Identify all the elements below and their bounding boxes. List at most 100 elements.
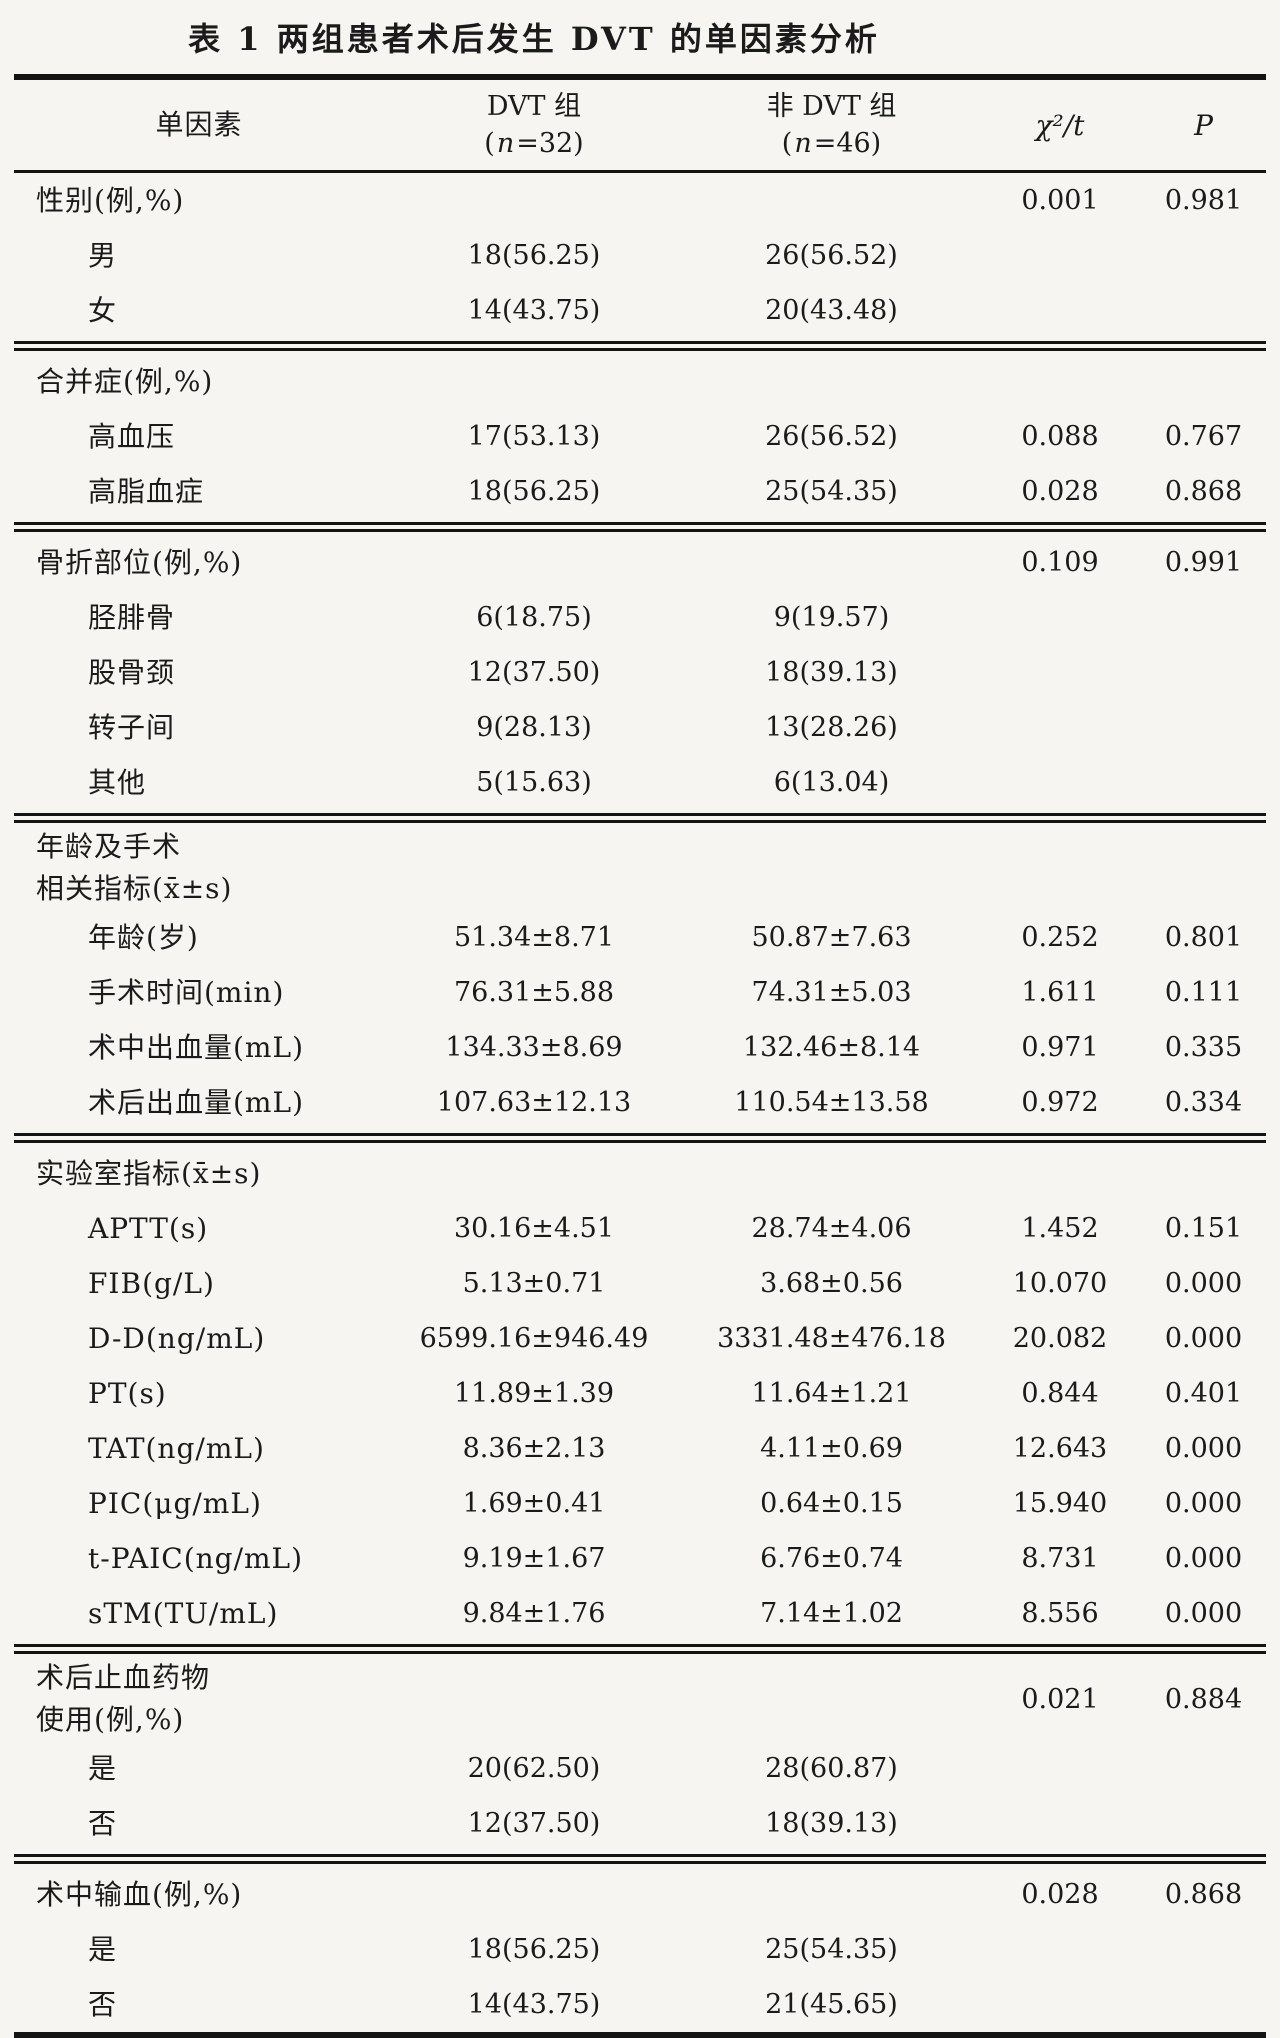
chi-square-value: 0.971 (1021, 1032, 1099, 1063)
non-dvt-group-value: 6(13.04) (773, 767, 890, 798)
table-row: D-D(ng/mL) 6599.16±946.49 3331.48±476.18 20… (14, 1311, 1266, 1366)
section-label: 术中输血(例,%) (14, 1874, 384, 1916)
paren-open: ( (484, 128, 495, 159)
section-header-row: 术中输血(例,%) 0.028 0.868 (14, 1867, 1266, 1922)
table-top-rule (14, 74, 1266, 80)
p-value: 0.767 (1164, 421, 1243, 452)
table-row: 手术时间(min) 76.31±5.88 74.31±5.03 1.611 0.111 (14, 965, 1266, 1020)
dvt-group-value: 5.13±0.71 (462, 1268, 606, 1299)
table-body: 性别(例,%) 0.001 0.981 男 18(56.25) 26(56.52) 女 14(… (14, 173, 1266, 2032)
table-row: 转子间 9(28.13) 13(28.26) (14, 700, 1266, 755)
dvt-group-value: 11.89±1.39 (453, 1378, 615, 1409)
section-divider-rule (14, 522, 1266, 532)
chi-square-value: 1.452 (1021, 1213, 1099, 1244)
header-separator-rule (14, 170, 1266, 173)
row-label: 是 (88, 1751, 118, 1785)
col-header-non-dvt-group-name: 非 DVT 组 (766, 91, 897, 122)
p-value: 0.991 (1164, 547, 1243, 578)
non-dvt-group-value: 132.46±8.14 (742, 1032, 921, 1063)
row-label: FIB(g/L) (88, 1266, 215, 1300)
non-dvt-group-value: 3331.48±476.18 (717, 1323, 946, 1354)
row-label: 女 (88, 293, 118, 327)
non-dvt-group-value: 4.11±0.69 (760, 1433, 903, 1464)
p-value: 0.000 (1164, 1488, 1243, 1519)
non-dvt-group-value: 50.87±7.63 (751, 922, 912, 953)
n-variable: n (496, 128, 515, 159)
chi-square-value: 12.643 (1012, 1433, 1108, 1464)
p-value: 0.801 (1164, 922, 1243, 953)
section-divider-rule (14, 813, 1266, 823)
col-header-dvt-group-name: DVT 组 (486, 91, 582, 122)
table-row: 是 20(62.50) 28(60.87) (14, 1741, 1266, 1796)
chi-square-value: 0.028 (1021, 1879, 1099, 1910)
table-row: 否 12(37.50) 18(39.13) (14, 1796, 1266, 1851)
row-label: t-PAIC(ng/mL) (88, 1541, 304, 1575)
non-dvt-group-value: 74.31±5.03 (751, 977, 912, 1008)
row-label: 是 (88, 1932, 118, 1966)
chi-square-value: 0.021 (1021, 1683, 1099, 1715)
dvt-group-value: 6(18.75) (476, 602, 592, 633)
row-label: 其他 (88, 765, 147, 799)
table-row: 女 14(43.75) 20(43.48) (14, 283, 1266, 338)
section-label-line: 骨折部位(例,%) (36, 545, 243, 579)
row-label: 手术时间(min) (88, 975, 285, 1009)
row-label: 术中出血量(mL) (88, 1030, 304, 1064)
section-label-line: 术后止血药物 (36, 1661, 211, 1694)
p-value: 0.334 (1164, 1087, 1243, 1118)
dvt-group-value: 9.19±1.67 (462, 1543, 606, 1574)
table-row: PT(s) 11.89±1.39 11.64±1.21 0.844 0.401 (14, 1366, 1266, 1421)
section-label: 术后止血药物 使用(例,%) (14, 1657, 384, 1741)
section-label: 骨折部位(例,%) (14, 542, 384, 584)
section-header-row: 合并症(例,%) (14, 354, 1266, 409)
col-header-factor: 单因素 (155, 108, 243, 141)
section-label: 性别(例,%) (14, 180, 384, 222)
section-label: 合并症(例,%) (14, 361, 384, 403)
dvt-group-value: 17(53.13) (467, 421, 601, 452)
non-dvt-group-value: 7.14±1.02 (760, 1598, 903, 1629)
dvt-group-value: 14(43.75) (467, 1989, 601, 2020)
table-row: sTM(TU/mL) 9.84±1.76 7.14±1.02 8.556 0.000 (14, 1586, 1266, 1641)
section-label-line: 性别(例,%) (36, 183, 185, 217)
chi-square-value: 8.731 (1021, 1543, 1099, 1574)
table-row: 否 14(43.75) 21(45.65) (14, 1977, 1266, 2032)
paren-open: ( (781, 128, 793, 159)
dvt-group-value: 76.31±5.88 (453, 977, 615, 1008)
dvt-group-value: 107.63±12.13 (436, 1087, 632, 1118)
table-row: FIB(g/L) 5.13±0.71 3.68±0.56 10.070 0.000 (14, 1256, 1266, 1311)
table-row: 胫腓骨 6(18.75) 9(19.57) (14, 590, 1266, 645)
section-header-row: 性别(例,%) 0.001 0.981 (14, 173, 1266, 228)
chi-square-value: 0.028 (1021, 476, 1099, 507)
p-value: 0.868 (1164, 1879, 1243, 1910)
non-dvt-group-value: 18(39.13) (765, 657, 898, 688)
n-value: =32) (516, 128, 584, 159)
chi-square-value: 0.109 (1021, 547, 1099, 578)
non-dvt-group-value: 6.76±0.74 (760, 1543, 903, 1574)
dvt-group-value: 9.84±1.76 (462, 1598, 606, 1629)
row-label: D-D(ng/mL) (88, 1321, 266, 1355)
table-header-row: 单因素 DVT 组 (n=32) 非 DVT 组 (n=46) χ²/t P (14, 80, 1266, 170)
dvt-group-value: 51.34±8.71 (453, 922, 615, 953)
section-label: 实验室指标(x̄±s) (14, 1153, 384, 1195)
dvt-group-value: 12(37.50) (467, 1808, 601, 1839)
section-label: 年龄及手术相关指标(x̄±s) (14, 826, 384, 910)
non-dvt-group-value: 9(19.57) (773, 602, 890, 633)
section-label-line: 相关指标(x̄±s) (36, 872, 233, 905)
section-header-row: 术后止血药物 使用(例,%) 0.021 0.884 (14, 1657, 1266, 1741)
section-label-line: 术中输血(例,%) (36, 1877, 243, 1911)
dvt-group-value: 9(28.13) (476, 712, 592, 743)
table-row: 高脂血症 18(56.25) 25(54.35) 0.028 0.868 (14, 464, 1266, 519)
section-label-line: 年龄及手术 (36, 830, 182, 863)
non-dvt-group-value: 25(54.35) (765, 476, 898, 507)
non-dvt-group-value: 0.64±0.15 (760, 1488, 903, 1519)
table-row: 年龄(岁) 51.34±8.71 50.87±7.63 0.252 0.801 (14, 910, 1266, 965)
table-row: 术中出血量(mL) 134.33±8.69 132.46±8.14 0.971 0.33… (14, 1020, 1266, 1075)
table-row: 男 18(56.25) 26(56.52) (14, 228, 1266, 283)
table-row: 高血压 17(53.13) 26(56.52) 0.088 0.767 (14, 409, 1266, 464)
n-value: =46) (813, 128, 882, 159)
table-row: t-PAIC(ng/mL) 9.19±1.67 6.76±0.74 8.731 0.00… (14, 1531, 1266, 1586)
non-dvt-group-value: 28.74±4.06 (751, 1213, 912, 1244)
section-divider-rule (14, 1133, 1266, 1143)
section-label-line: 合并症(例,%) (36, 364, 214, 398)
table-row: 术后出血量(mL) 107.63±12.13 110.54±13.58 0.972 0.… (14, 1075, 1266, 1130)
